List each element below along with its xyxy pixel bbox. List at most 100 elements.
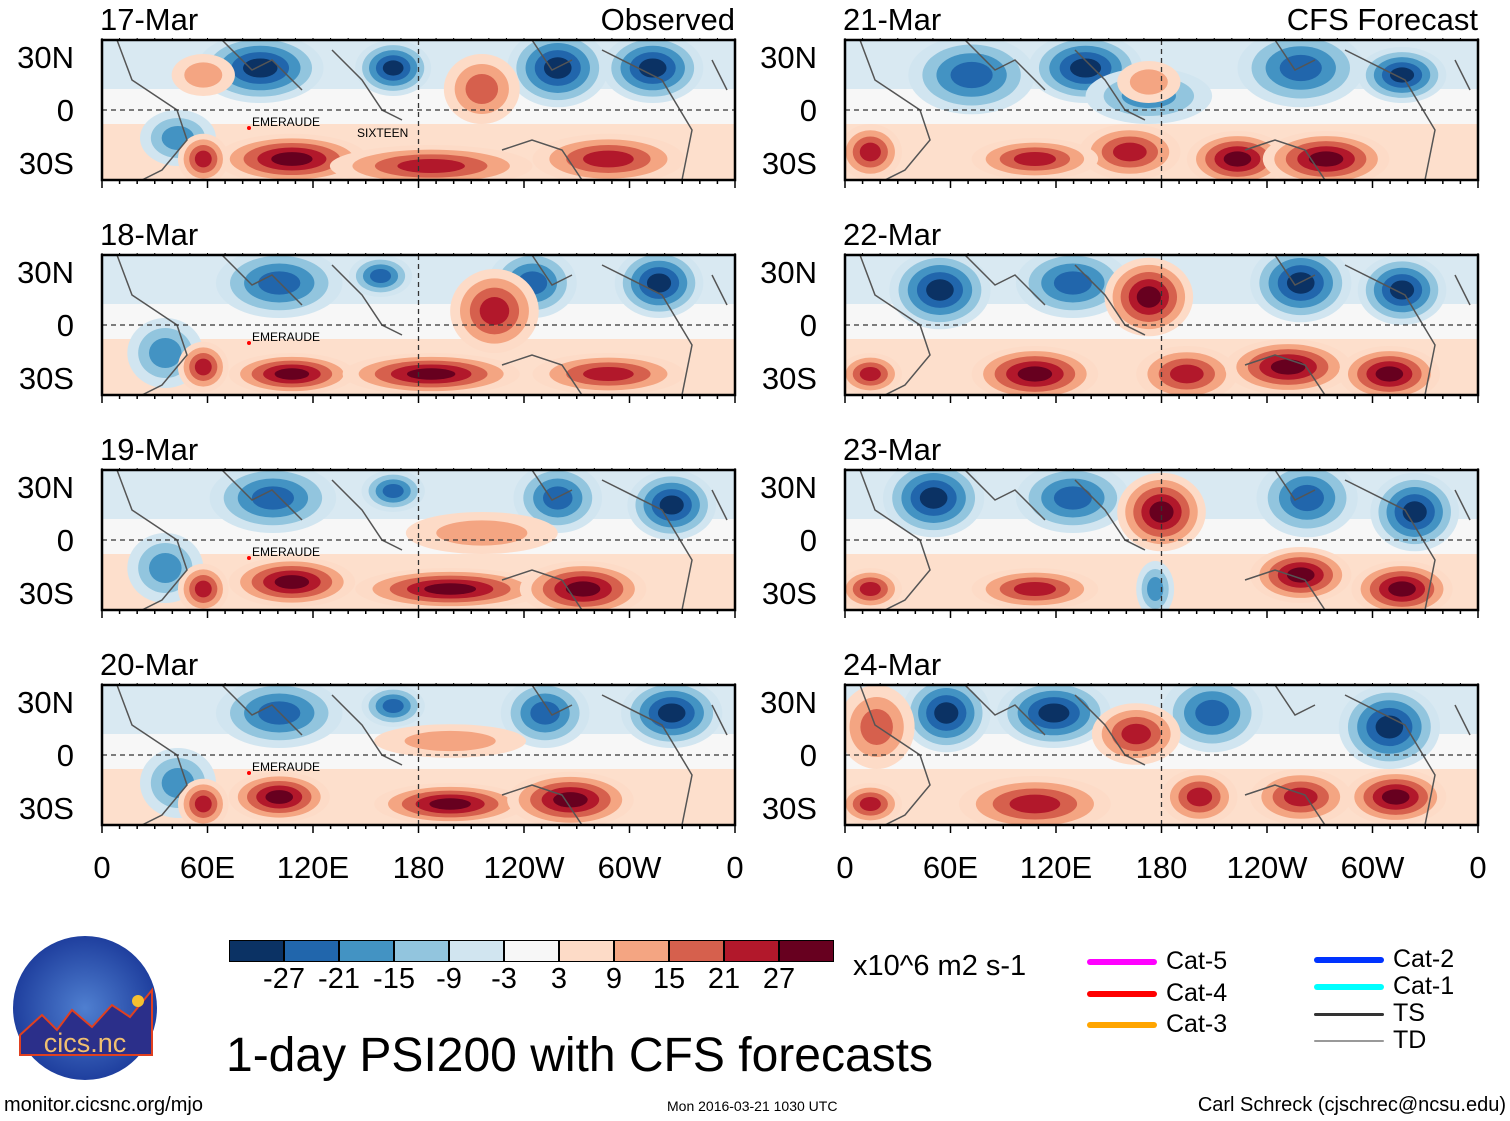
coastline	[1074, 479, 1146, 551]
coastline	[501, 784, 583, 825]
coastline	[1274, 255, 1316, 286]
colorbar-label: 3	[550, 963, 568, 995]
coastline	[711, 59, 728, 91]
lat-label: 0	[799, 93, 817, 128]
positive-anomaly-contour	[424, 583, 477, 595]
legend-label: Cat-1	[1393, 972, 1455, 1000]
positive-anomaly-contour	[1381, 789, 1410, 805]
coastline	[331, 264, 403, 336]
positive-anomaly-contour	[583, 367, 634, 381]
coastline	[1074, 694, 1146, 766]
panel-date-title: 18-Mar	[100, 217, 199, 252]
panel-date-title: 20-Mar	[100, 647, 199, 682]
legend-swatch-cat-4	[1087, 991, 1157, 997]
positive-anomaly-contour	[465, 74, 499, 104]
coastline	[331, 694, 403, 766]
storm-track-marker	[247, 771, 251, 775]
negative-anomaly-contour	[382, 699, 404, 713]
positive-anomaly-contour	[274, 368, 310, 380]
cics-logo: cics.nc	[13, 936, 157, 1080]
lat-label: 30N	[760, 255, 817, 290]
colorbar-swatch	[449, 940, 504, 962]
positive-anomaly-contour	[1375, 366, 1404, 382]
positive-anomaly-contour	[1009, 794, 1061, 814]
panel-date-title: 22-Mar	[843, 217, 942, 252]
psi200-map-panel	[843, 683, 1480, 833]
figure-title: 1-day PSI200 with CFS forecasts	[226, 1029, 933, 1082]
coastline	[221, 40, 303, 91]
negative-anomaly-contour	[369, 269, 392, 283]
positive-anomaly-contour	[1017, 366, 1053, 382]
coastline	[711, 489, 728, 521]
lon-label: 180	[392, 850, 445, 885]
colorbar-label: 27	[762, 963, 796, 995]
lat-label: 30S	[18, 146, 74, 181]
negative-anomaly-contour	[646, 273, 672, 293]
lat-label: 0	[56, 523, 74, 558]
colorbar-label: -9	[436, 963, 462, 995]
lat-label: 30S	[761, 576, 817, 611]
coastline	[1274, 40, 1316, 71]
coastline	[531, 255, 573, 286]
lat-label: 30N	[760, 685, 817, 720]
positive-anomaly-contour	[194, 150, 212, 168]
positive-anomaly-contour	[1112, 142, 1147, 162]
positive-anomaly-contour	[436, 520, 528, 546]
storm-name-label: EMERAUDE	[252, 545, 320, 559]
negative-anomaly-contour	[251, 486, 295, 510]
lat-label: 30N	[17, 40, 74, 75]
negative-anomaly-contour	[934, 702, 959, 724]
negative-anomaly-contour	[1389, 67, 1415, 83]
lon-label: 120E	[1019, 850, 1093, 885]
coastline	[221, 255, 303, 306]
footer-url[interactable]: monitor.cicsnc.org/mjo	[4, 1094, 203, 1116]
coastline	[1344, 694, 1436, 825]
footer-author: Carl Schreck (cjschrec@ncsu.edu)	[1197, 1094, 1506, 1116]
coastline	[1344, 49, 1436, 180]
storm-name-label: EMERAUDE	[252, 760, 320, 774]
lat-label: 30S	[761, 791, 817, 826]
colorbar-label: -15	[373, 963, 415, 995]
lat-label: 0	[799, 308, 817, 343]
positive-anomaly-contour	[1186, 787, 1213, 807]
negative-anomaly-contour	[950, 61, 993, 89]
footer-timestamp: Mon 2016-03-21 1030 UTC	[667, 1098, 838, 1114]
panel-date-title: 17-Mar	[100, 2, 199, 37]
lat-label: 30N	[17, 685, 74, 720]
lat-label: 30S	[18, 361, 74, 396]
psi200-map-panel: EMERAUDE	[100, 253, 737, 403]
lon-label: 180	[1135, 850, 1188, 885]
colorbar-swatch	[779, 940, 834, 962]
colorbar-swatch	[284, 940, 339, 962]
negative-anomaly-contour	[1053, 486, 1092, 510]
lat-label: 30N	[17, 255, 74, 290]
coastline	[331, 49, 403, 121]
legend-label: Cat-5	[1166, 947, 1228, 975]
panel-date-title: 21-Mar	[843, 2, 942, 37]
negative-anomaly-contour	[1195, 699, 1230, 727]
positive-anomaly-contour	[1388, 581, 1416, 597]
coastline	[964, 685, 1046, 736]
coastline	[1274, 685, 1316, 716]
psi200-map-panel: EMERAUDE	[100, 683, 737, 833]
colorbar-swatch	[394, 940, 449, 962]
coastline	[964, 470, 1046, 521]
positive-anomaly-contour	[583, 150, 634, 168]
colorbar-swatch	[339, 940, 394, 962]
coastline	[531, 685, 573, 716]
coastline	[1074, 264, 1146, 336]
coastline	[601, 264, 693, 395]
colorbar-label: 21	[707, 963, 741, 995]
storm-track-marker	[247, 341, 251, 345]
panel-date-title: 19-Mar	[100, 432, 199, 467]
lat-label: 0	[799, 523, 817, 558]
storm-track-marker	[247, 556, 251, 560]
negative-anomaly-contour	[919, 487, 948, 509]
coastline	[1344, 264, 1436, 395]
positive-anomaly-contour	[265, 790, 294, 804]
positive-anomaly-contour	[429, 798, 471, 810]
colorbar-label: -3	[491, 963, 517, 995]
lat-label: 30S	[761, 146, 817, 181]
positive-anomaly-contour	[1013, 152, 1056, 166]
positive-anomaly-contour	[1270, 359, 1306, 375]
